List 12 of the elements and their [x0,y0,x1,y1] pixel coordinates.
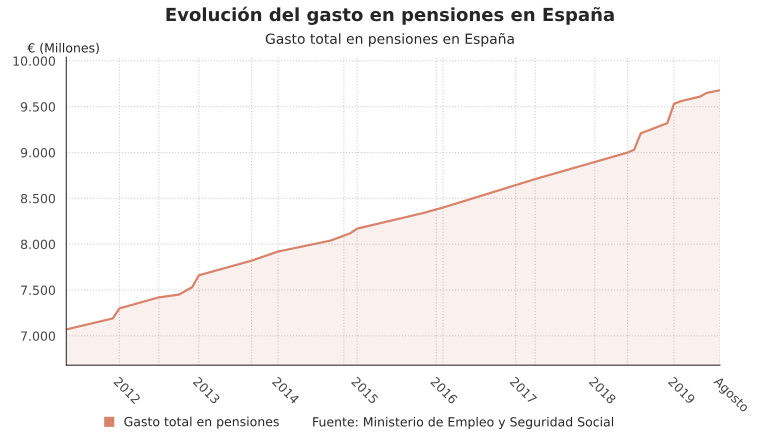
y-tick-label: 7.000 [21,331,56,341]
y-tick-label: 10.000 [14,56,56,66]
legend-label: Gasto total en pensiones [124,416,279,429]
y-tick-label: 8.000 [20,240,56,250]
y-axis-title: € (Millones) [27,42,99,54]
y-tick-label: 9.000 [20,148,56,158]
chart-title: Evolución del gasto en pensiones en España [166,6,614,25]
y-tick-label: 8.500 [20,194,56,204]
source-note: Fuente: Ministerio de Empleo y Seguridad Social [313,416,614,429]
chart-subtitle: Gasto total en pensiones en España [266,33,514,47]
y-tick-label: 9.500 [20,102,56,112]
y-tick-label: 7.500 [21,286,56,295]
